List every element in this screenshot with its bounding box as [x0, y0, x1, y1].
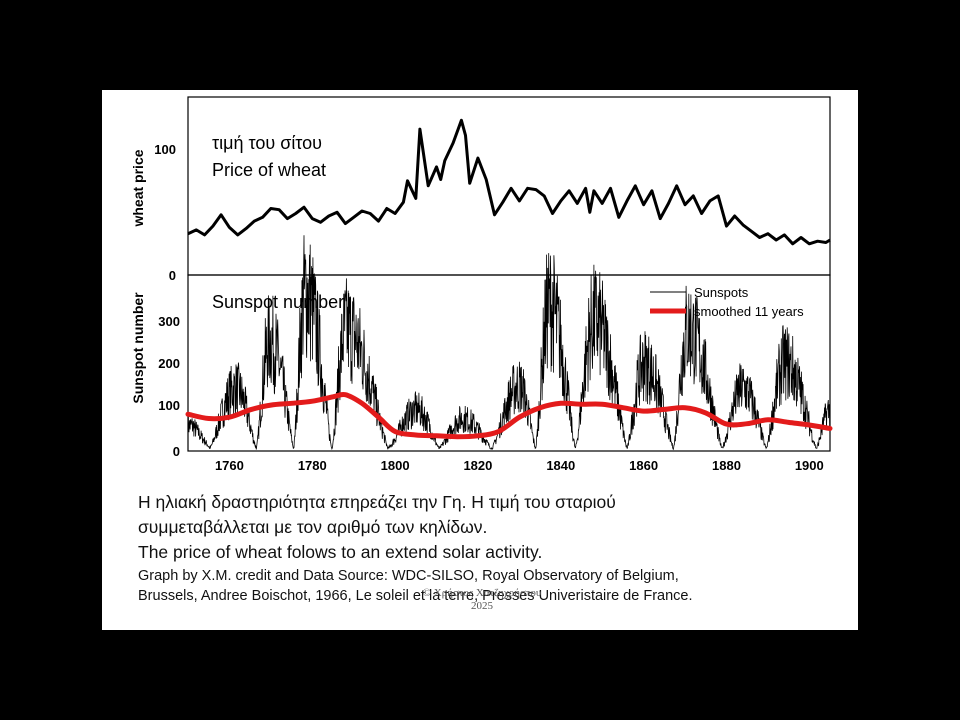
x-tick-label: 1800: [381, 458, 410, 473]
wheat-y-tick-0: 0: [169, 268, 176, 283]
wheat-panel-frame: [187, 96, 831, 276]
sunspot-y-tick-100: 100: [158, 398, 180, 413]
copyright-line2: 2025: [471, 600, 493, 612]
caption-english: The price of wheat folows to an extend s…: [138, 542, 543, 562]
legend-label-smoothed: smoothed 11 years: [694, 304, 804, 319]
chart-figure: τιμή του σίτου Price of wheat wheat pric…: [130, 96, 833, 473]
wheat-price-panel: τιμή του σίτου Price of wheat wheat pric…: [130, 96, 831, 283]
sunspot-panel-frame: [187, 274, 831, 452]
caption-credit-line1: Graph by X.M. credit and Data Source: WD…: [138, 568, 679, 584]
x-tick-label: 1900: [795, 458, 824, 473]
slide: τιμή του σίτου Price of wheat wheat pric…: [102, 90, 858, 630]
sunspot-y-tick-0: 0: [173, 444, 180, 459]
x-tick-label: 1820: [463, 458, 492, 473]
wheat-panel-title-greek: τιμή του σίτου: [212, 133, 322, 153]
wheat-y-tick-100: 100: [154, 142, 176, 157]
caption-credit-line2: Brussels, Andree Boischot, 1966, Le sole…: [138, 588, 693, 604]
legend-label-sunspots: Sunspots: [694, 285, 749, 300]
sunspot-panel-title: Sunspot number: [212, 292, 344, 312]
sunspot-y-tick-300: 300: [158, 314, 180, 329]
x-tick-label: 1780: [298, 458, 327, 473]
chart-legend: Sunspots smoothed 11 years: [650, 285, 804, 319]
wheat-price-line: [187, 118, 831, 246]
caption-greek-line2: συμμεταβάλλεται με τον αριθμό των κηλίδω…: [138, 517, 488, 537]
wheat-panel-title-english: Price of wheat: [212, 160, 326, 180]
sunspot-y-tick-200: 200: [158, 356, 180, 371]
wheat-y-axis-label: wheat price: [130, 149, 146, 227]
sunspot-panel: Sunspot number Sunspot number 0 100 200 …: [130, 235, 833, 473]
x-tick-label: 1880: [712, 458, 741, 473]
x-axis-ticks: 1760 1780 1800 1820 1840 1860 1880 1900: [215, 458, 824, 473]
x-tick-label: 1760: [215, 458, 244, 473]
smoothed-11-years-line: [185, 391, 833, 440]
sunspot-y-axis-label: Sunspot number: [130, 292, 146, 404]
sunspots-line: [187, 235, 831, 451]
copyright-line1: © Χρήστος Χατζηχρήστου: [422, 587, 542, 599]
copyright-watermark: © Χρήστος Χατζηχρήστου 2025: [382, 587, 582, 613]
caption-greek-line1: Η ηλιακή δραστηριότητα επηρεάζει την Γη.…: [138, 492, 616, 512]
x-tick-label: 1860: [629, 458, 658, 473]
x-tick-label: 1840: [546, 458, 575, 473]
